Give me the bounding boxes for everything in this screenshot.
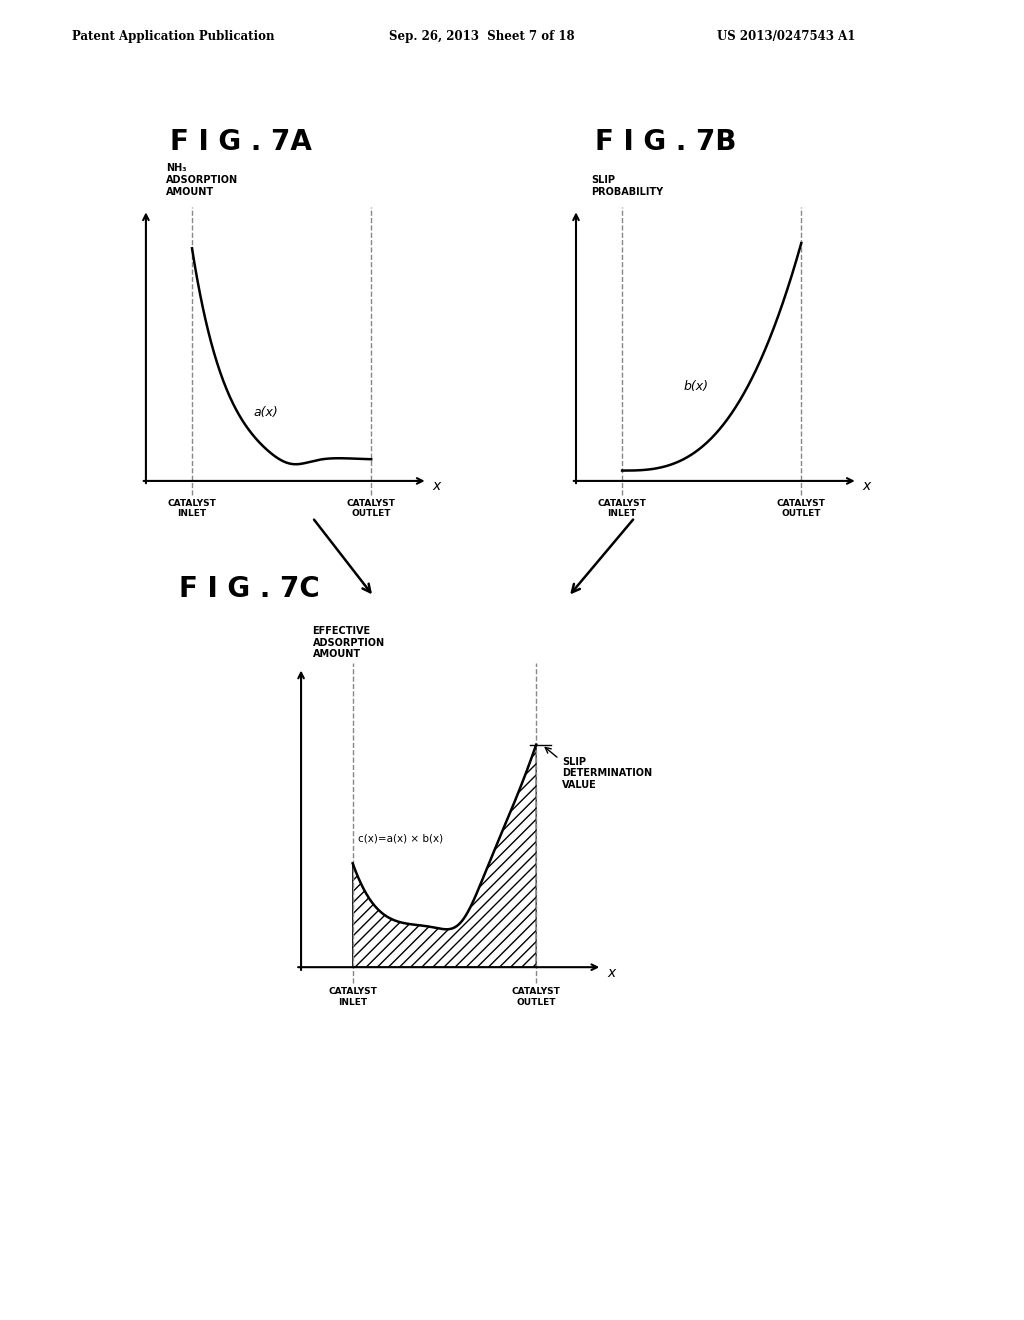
Text: CATALYST
INLET: CATALYST INLET — [329, 987, 377, 1007]
Text: CATALYST
INLET: CATALYST INLET — [598, 499, 646, 519]
Text: SLIP
DETERMINATION
VALUE: SLIP DETERMINATION VALUE — [562, 756, 652, 789]
Text: F I G . 7C: F I G . 7C — [179, 576, 319, 603]
Text: CATALYST
OUTLET: CATALYST OUTLET — [347, 499, 395, 519]
Text: US 2013/0247543 A1: US 2013/0247543 A1 — [717, 30, 855, 44]
Text: Sep. 26, 2013  Sheet 7 of 18: Sep. 26, 2013 Sheet 7 of 18 — [389, 30, 574, 44]
Text: NH₃
ADSORPTION
AMOUNT: NH₃ ADSORPTION AMOUNT — [166, 164, 239, 197]
Text: F I G . 7B: F I G . 7B — [595, 128, 736, 156]
Text: CATALYST
OUTLET: CATALYST OUTLET — [777, 499, 825, 519]
Text: Patent Application Publication: Patent Application Publication — [72, 30, 274, 44]
Text: x: x — [608, 966, 616, 979]
Text: EFFECTIVE
ADSORPTION
AMOUNT: EFFECTIVE ADSORPTION AMOUNT — [312, 626, 385, 659]
Text: b(x): b(x) — [684, 380, 709, 393]
Text: x: x — [433, 479, 441, 494]
Text: x: x — [862, 479, 871, 494]
Text: a(x): a(x) — [254, 407, 279, 420]
Polygon shape — [352, 744, 537, 968]
Text: CATALYST
INLET: CATALYST INLET — [168, 499, 216, 519]
Text: CATALYST
OUTLET: CATALYST OUTLET — [512, 987, 560, 1007]
Text: SLIP
PROBABILITY: SLIP PROBABILITY — [592, 176, 664, 197]
Text: F I G . 7A: F I G . 7A — [170, 128, 311, 156]
Text: c(x)=a(x) × b(x): c(x)=a(x) × b(x) — [358, 834, 443, 843]
